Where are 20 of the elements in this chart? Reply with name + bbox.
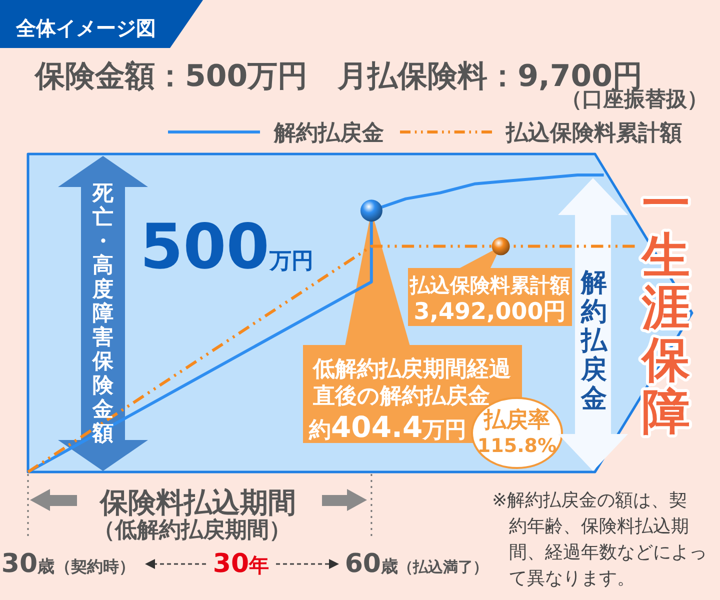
annotation: 低解約払戻期間経過直後の解約払戻金 bbox=[312, 356, 511, 409]
annotation: 払込保険料累計額 bbox=[409, 273, 570, 297]
legend-label: 解約払戻金 bbox=[273, 120, 384, 146]
text: 30年 bbox=[212, 549, 270, 579]
annotation: 115.8% bbox=[477, 435, 557, 457]
text: （契約時） bbox=[55, 557, 135, 576]
x-tick-label: 30歳 bbox=[1, 549, 55, 579]
text: （低解約払戻期間） bbox=[93, 517, 291, 543]
text: ※解約払戻金の額は、契約年齢、保険料払込期間、経過年数などによって異なります。 bbox=[492, 490, 707, 589]
annotation: 500万円 bbox=[140, 210, 314, 283]
annotation: 払戻率 bbox=[483, 407, 550, 433]
text: （払込満了） bbox=[398, 558, 488, 576]
x-tick-label: 60歳 bbox=[344, 549, 398, 579]
annotation: 3,492,000円 bbox=[414, 299, 566, 325]
text: 全体イメージ図 bbox=[15, 16, 156, 40]
annotation: 約404.4万円 bbox=[308, 410, 467, 444]
text: 死亡・高度障害保険金額 bbox=[92, 181, 114, 445]
legend-label: 払込保険料累計額 bbox=[505, 121, 682, 146]
text: 保険料払込期間 bbox=[99, 486, 296, 519]
annotation: 解約払戻金 bbox=[580, 268, 608, 414]
